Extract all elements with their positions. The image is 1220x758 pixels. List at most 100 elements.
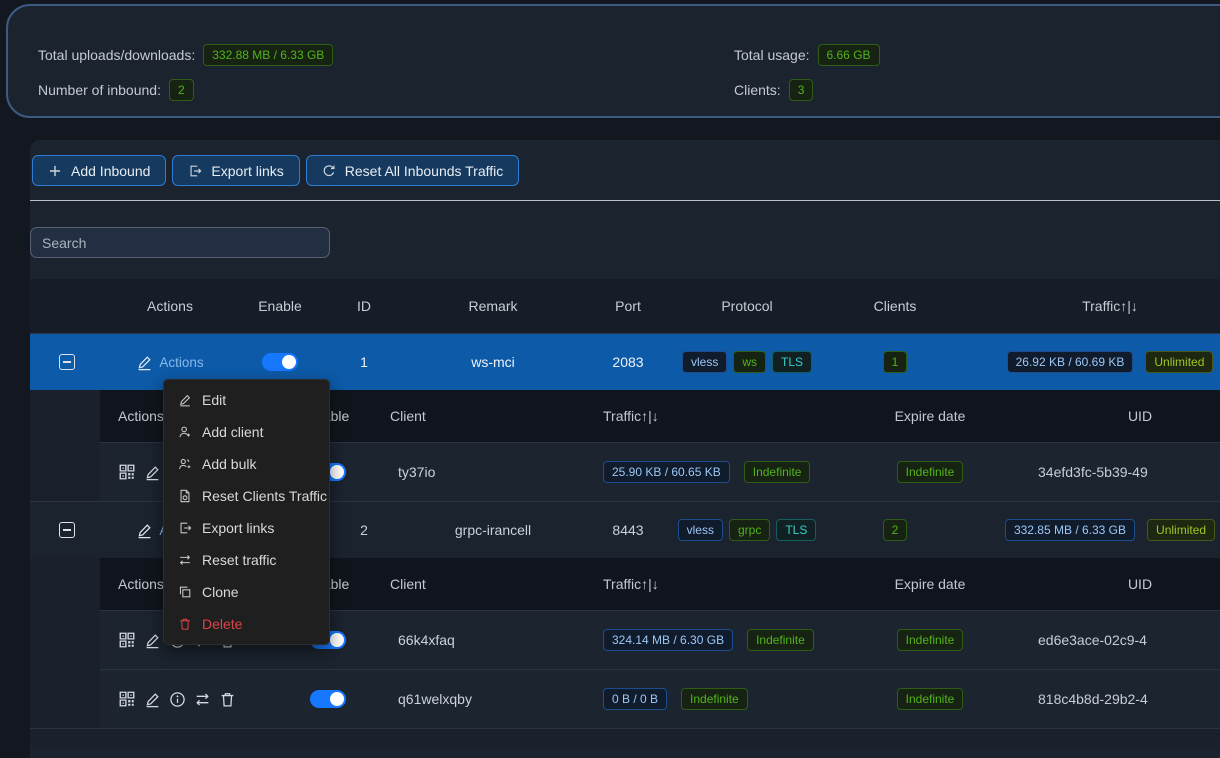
- menu-item-add-client[interactable]: Add client: [164, 416, 329, 448]
- tls-badge: TLS: [772, 351, 813, 373]
- user-add-icon: [178, 425, 192, 439]
- client-status-badge: Indefinite: [681, 688, 748, 710]
- client-traffic-badge: 324.14 MB / 6.30 GB: [603, 629, 734, 651]
- qrcode-icon[interactable]: [118, 463, 136, 481]
- client-count-badge: 1: [882, 351, 908, 373]
- trash-icon[interactable]: [219, 691, 236, 708]
- edit-icon[interactable]: [144, 632, 161, 649]
- trash-icon: [178, 617, 192, 631]
- stat-value-badge: 3: [788, 79, 814, 101]
- client-name: q61welxqby: [398, 691, 472, 707]
- stats-panel: Total uploads/downloads: 332.88 MB / 6.3…: [6, 4, 1220, 118]
- header-port: Port: [615, 298, 641, 314]
- reset-all-traffic-button[interactable]: Reset All Inbounds Traffic: [305, 155, 520, 186]
- sub-header-expire-date: Expire date: [894, 408, 966, 424]
- menu-item-reset-clients-traffic[interactable]: Reset Clients Traffic: [164, 480, 329, 512]
- sub-header-uid: UID: [1127, 408, 1153, 424]
- clone-icon: [178, 585, 192, 599]
- inbound-port: 8443: [612, 522, 644, 538]
- inbound-port: 2083: [612, 354, 644, 370]
- traffic-badge: 26.92 KB / 60.69 KB: [1006, 351, 1134, 373]
- stat-value-badge: 332.88 MB / 6.33 GB: [203, 44, 334, 66]
- sub-header-traffic[interactable]: Traffic↑|↓: [603, 408, 659, 424]
- header-enable: Enable: [258, 298, 302, 314]
- stat-label: Number of inbound:: [38, 82, 161, 98]
- stat-clients: Clients: 3: [734, 79, 880, 101]
- qrcode-icon[interactable]: [118, 690, 136, 708]
- inbound-remark: ws-mci: [471, 354, 515, 370]
- client-expire-badge: Indefinite: [896, 688, 964, 710]
- edit-icon[interactable]: [144, 691, 161, 708]
- collapse-checkbox[interactable]: [59, 522, 75, 538]
- menu-item-add-bulk[interactable]: Add bulk: [164, 448, 329, 480]
- client-status-badge: Indefinite: [743, 461, 811, 483]
- menu-item-reset-traffic[interactable]: Reset traffic: [164, 544, 329, 576]
- add-inbound-label: Add Inbound: [71, 162, 151, 179]
- stat-label: Total usage:: [734, 47, 810, 63]
- edit-icon[interactable]: [144, 464, 161, 481]
- menu-item-label: Add bulk: [202, 456, 257, 472]
- menu-item-label: Reset Clients Traffic: [202, 488, 328, 504]
- client-uid: ed6e3ace-02c9-4: [1038, 632, 1147, 648]
- actions-context-menu: Edit Add client Add bulk Reset Clients T…: [163, 379, 330, 645]
- reload-icon: [322, 164, 336, 178]
- info-icon[interactable]: [169, 691, 186, 708]
- sub-header-client: Client: [390, 576, 426, 592]
- sub-header-actions: Actions: [118, 576, 164, 592]
- export-icon: [188, 164, 202, 178]
- inbound-id: 2: [360, 522, 368, 538]
- stat-total-usage: Total usage: 6.66 GB: [734, 44, 880, 66]
- client-expire-badge: Indefinite: [896, 629, 964, 651]
- add-inbound-button[interactable]: Add Inbound: [32, 155, 167, 186]
- header-protocol: Protocol: [721, 298, 773, 314]
- export-links-button[interactable]: Export links: [172, 155, 300, 186]
- header-traffic[interactable]: Traffic↑|↓: [1082, 298, 1138, 314]
- network-badge: grpc: [728, 519, 771, 541]
- sub-header-traffic[interactable]: Traffic↑|↓: [603, 576, 659, 592]
- enable-toggle[interactable]: [309, 690, 346, 708]
- menu-item-label: Reset traffic: [202, 552, 277, 568]
- protocol-badge: vless: [681, 351, 728, 373]
- stat-inbound-count: Number of inbound: 2: [38, 79, 333, 101]
- inbound-id: 1: [360, 354, 368, 370]
- header-id: ID: [357, 298, 371, 314]
- actions-dropdown[interactable]: Actions: [159, 354, 204, 370]
- menu-item-export-links[interactable]: Export links: [164, 512, 329, 544]
- file-reset-icon: [178, 489, 192, 503]
- menu-item-edit[interactable]: Edit: [164, 384, 329, 416]
- sub-header-actions: Actions: [118, 408, 164, 424]
- swap-icon: [178, 553, 192, 567]
- search-input[interactable]: [30, 227, 330, 258]
- menu-item-delete[interactable]: Delete: [164, 608, 329, 640]
- users-add-icon: [178, 457, 192, 471]
- collapse-checkbox[interactable]: [59, 354, 75, 370]
- protocol-badge: vless: [677, 519, 723, 541]
- qrcode-icon[interactable]: [118, 631, 136, 649]
- enable-toggle[interactable]: [262, 353, 298, 371]
- traffic-badge: 332.85 MB / 6.33 GB: [1004, 519, 1136, 541]
- stat-label: Clients:: [734, 82, 781, 98]
- sub-header-client: Client: [390, 408, 426, 424]
- client-name: 66k4xfaq: [398, 632, 455, 648]
- menu-item-clone[interactable]: Clone: [164, 576, 329, 608]
- client-expire-badge: Indefinite: [896, 461, 964, 483]
- edit-icon[interactable]: [136, 354, 153, 371]
- client-row: q61welxqby 0 B / 0 B Indefinite Indefini…: [100, 669, 1220, 728]
- toolbar: Add Inbound Export links Reset All Inbou…: [30, 140, 1220, 186]
- edit-icon[interactable]: [136, 522, 153, 539]
- client-uid: 34efd3fc-5b39-49: [1038, 464, 1148, 480]
- client-name: ty37io: [398, 464, 436, 480]
- swap-icon[interactable]: [194, 691, 211, 708]
- menu-item-label: Clone: [202, 584, 239, 600]
- menu-item-label: Edit: [202, 392, 227, 408]
- stat-value-badge: 6.66 GB: [817, 44, 880, 66]
- client-uid: 818c4b8d-29b2-4: [1038, 691, 1148, 707]
- export-icon: [178, 521, 192, 535]
- stat-label: Total uploads/downloads:: [38, 47, 196, 63]
- header-actions: Actions: [147, 298, 193, 314]
- inbound-remark: grpc-irancell: [454, 522, 532, 538]
- header-remark: Remark: [468, 298, 518, 314]
- client-traffic-badge: 25.90 KB / 60.65 KB: [603, 461, 730, 483]
- client-count-badge: 2: [882, 519, 908, 541]
- header-clients: Clients: [873, 298, 917, 314]
